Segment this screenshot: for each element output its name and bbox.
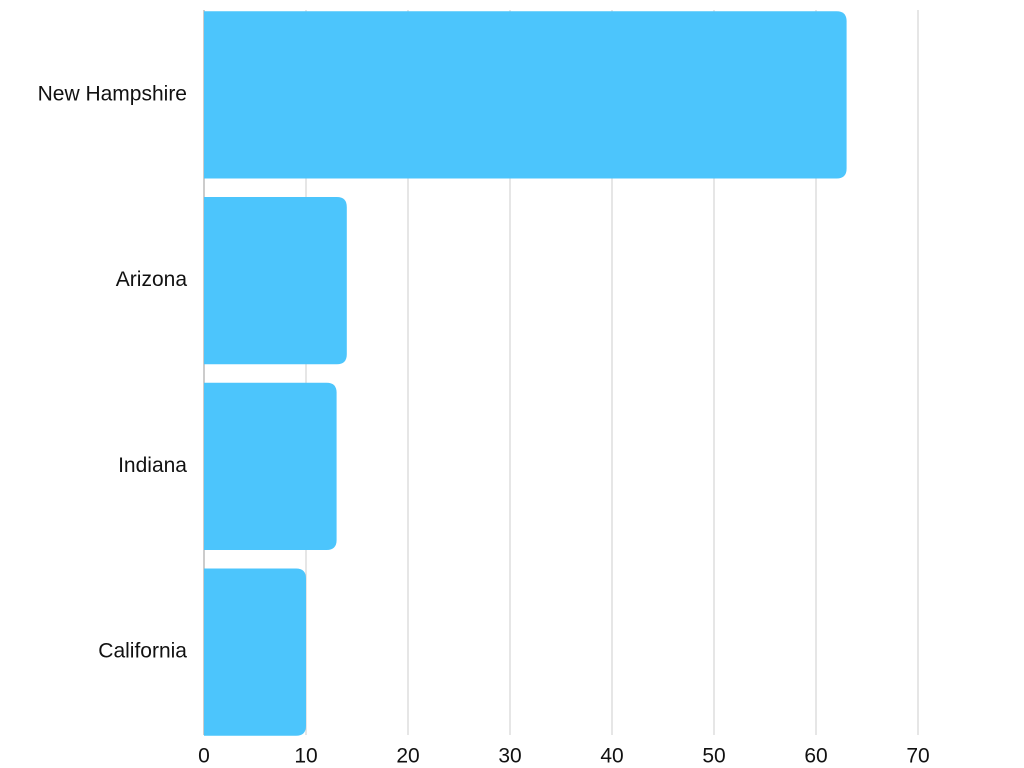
bar bbox=[204, 568, 306, 736]
y-tick-label: New Hampshire bbox=[38, 82, 187, 105]
x-tick-label: 30 bbox=[498, 745, 521, 768]
x-tick-label: 0 bbox=[198, 745, 210, 768]
x-tick-label: 70 bbox=[906, 745, 929, 768]
x-tick-label: 60 bbox=[804, 745, 827, 768]
y-tick-label: Arizona bbox=[116, 268, 188, 291]
x-tick-label: 10 bbox=[294, 745, 317, 768]
x-tick-label: 50 bbox=[702, 745, 725, 768]
bar bbox=[204, 197, 347, 365]
bar bbox=[204, 11, 847, 179]
x-tick-label: 20 bbox=[396, 745, 419, 768]
bar bbox=[204, 382, 337, 550]
y-tick-label: California bbox=[98, 640, 187, 663]
y-tick-label: Indiana bbox=[118, 454, 187, 477]
x-tick-label: 40 bbox=[600, 745, 623, 768]
